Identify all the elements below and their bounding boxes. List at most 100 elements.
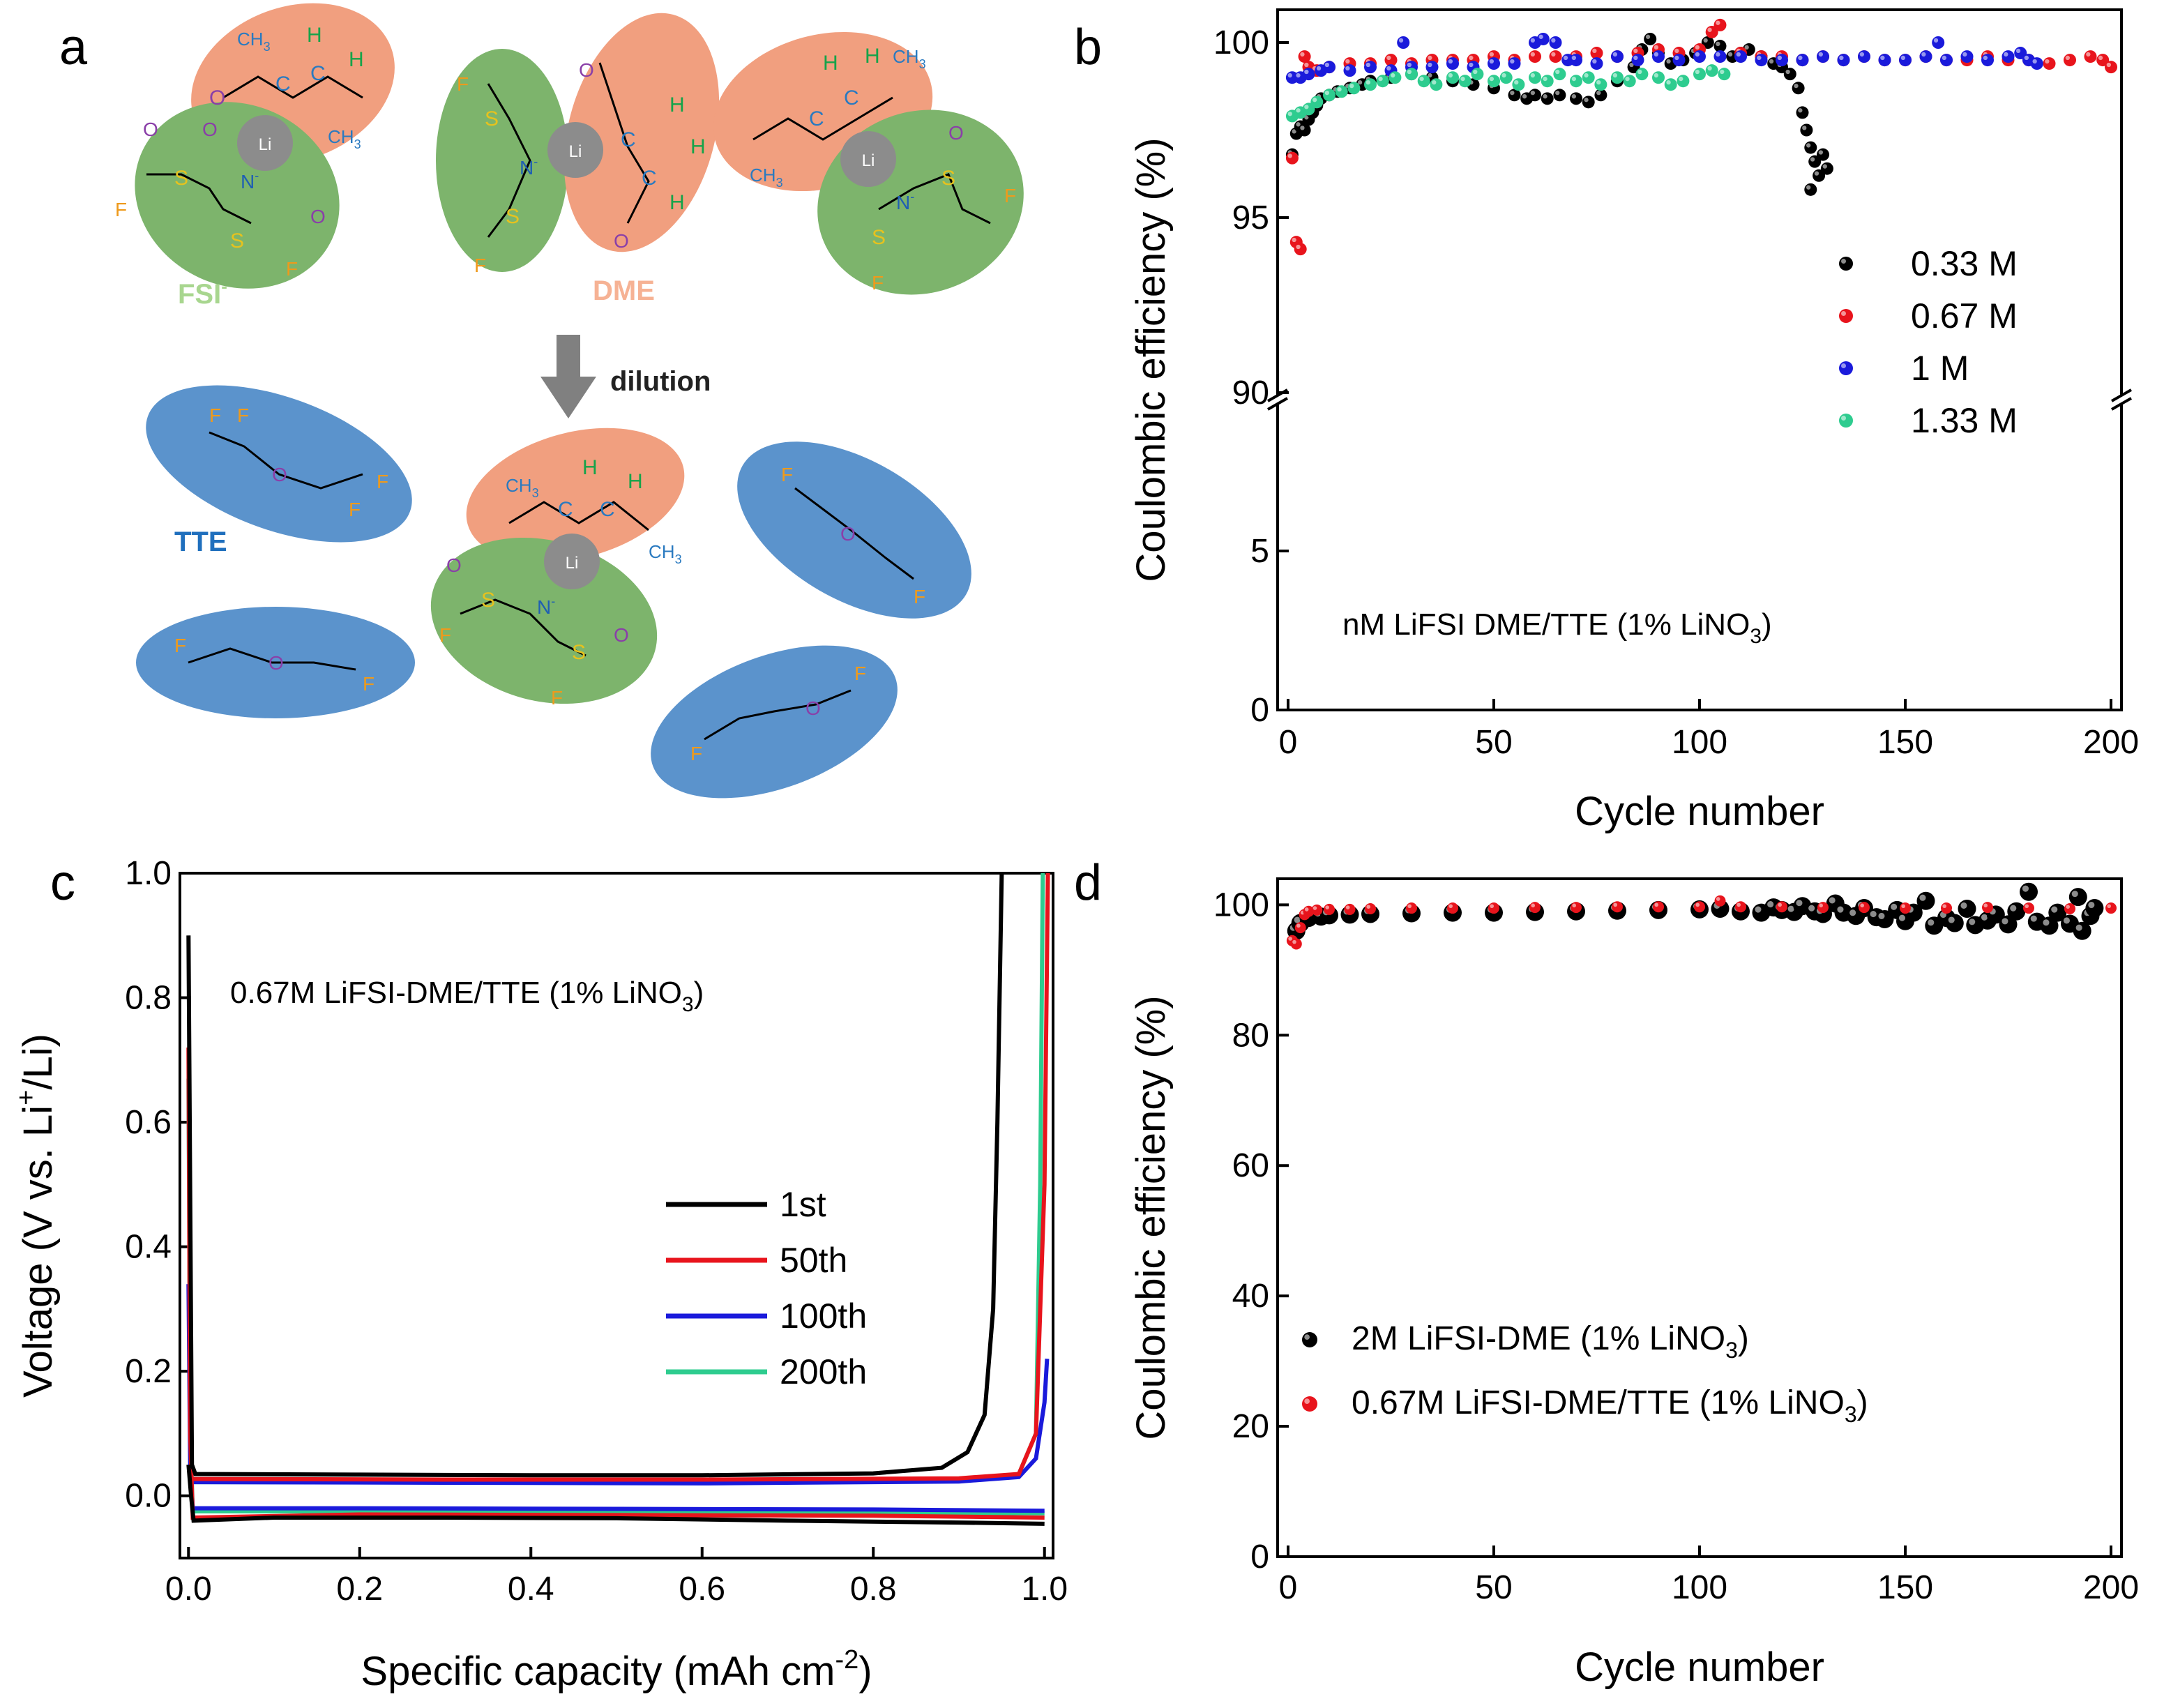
series-50th-plating xyxy=(186,1047,1045,1520)
data-point xyxy=(1488,902,1499,914)
legend-label: 200th xyxy=(780,1352,867,1391)
atom-f: F xyxy=(115,199,127,220)
series-1.33-M xyxy=(1285,64,1731,123)
data-points xyxy=(1286,882,2117,950)
series-1-M xyxy=(1285,32,2043,84)
data-point xyxy=(1570,54,1582,67)
data-point xyxy=(1488,75,1500,88)
atom-o: O xyxy=(840,523,856,545)
legend-marker xyxy=(1839,414,1853,428)
data-point xyxy=(1529,902,1541,914)
data-point xyxy=(1820,162,1833,175)
data-point xyxy=(1960,50,1974,63)
data-point xyxy=(1302,68,1315,81)
break-mark xyxy=(2111,388,2132,402)
data-point xyxy=(1406,902,1417,914)
atom-h: H xyxy=(865,45,880,68)
series-200th-stripping xyxy=(192,872,1045,1485)
series-100th-stripping xyxy=(192,1359,1050,1486)
data-point xyxy=(1290,938,1302,950)
atom-o: O xyxy=(310,206,326,227)
fsi-label: FSI- xyxy=(178,275,227,310)
plot-frame xyxy=(1276,8,2123,711)
data-point xyxy=(1529,89,1541,102)
legend-label: 1st xyxy=(780,1185,826,1224)
arrow-head xyxy=(540,377,596,418)
data-point xyxy=(1705,64,1718,77)
data-point xyxy=(1425,61,1439,74)
methyl-group: CH3 xyxy=(893,46,926,71)
legend: 0.33 M 0.67 M 1 M 1.33 M xyxy=(1839,244,2018,440)
chart-b: 0 50 100 150 200 90 95 100 0 5 Cycle number Coulo… xyxy=(1128,8,2139,834)
atom-c: C xyxy=(600,498,615,521)
data-point xyxy=(2040,916,2059,935)
y-tick-label: 100 xyxy=(1213,886,1269,923)
data-point xyxy=(1693,68,1706,81)
data-point xyxy=(1755,54,1768,67)
data-point xyxy=(1430,78,1443,91)
data-point xyxy=(1343,64,1356,77)
methyl-group: CH3 xyxy=(328,126,361,151)
legend-marker xyxy=(1839,257,1853,271)
methyl-group: CH3 xyxy=(649,541,682,566)
data-point xyxy=(1612,901,1623,913)
data-lines xyxy=(186,872,1050,1526)
y-tick-label: 90 xyxy=(1232,375,1269,411)
data-point xyxy=(1958,899,1976,918)
atom-f: F xyxy=(363,673,374,695)
data-point xyxy=(1294,243,1307,256)
y-tick-label: 0.2 xyxy=(125,1353,172,1390)
data-point xyxy=(1529,50,1541,63)
data-point xyxy=(2002,50,2015,63)
x-axis-title: Cycle number xyxy=(1575,1645,1824,1690)
atom-f: F xyxy=(854,663,866,684)
atom-o: O xyxy=(614,230,629,252)
data-point xyxy=(1335,85,1348,98)
atom-n: N- xyxy=(537,594,555,618)
series-1st-stripping xyxy=(186,872,1004,1478)
atom-c: C xyxy=(558,498,573,521)
y-axis-title: Coulombic efficiency (%) xyxy=(1128,995,1174,1439)
x-tick-label: 150 xyxy=(1877,724,1933,761)
atom-h: H xyxy=(628,470,643,493)
legend-marker xyxy=(1302,1332,1317,1347)
series-50th-stripping xyxy=(192,872,1050,1482)
data-point xyxy=(2064,902,2075,914)
atom-f: F xyxy=(872,272,884,294)
data-point xyxy=(1817,50,1829,63)
data-point xyxy=(1302,103,1315,116)
data-point xyxy=(1644,32,1657,45)
data-point xyxy=(1446,57,1459,70)
atom-f: F xyxy=(209,405,221,426)
data-point xyxy=(1714,895,1726,907)
data-point xyxy=(1713,18,1727,31)
data-point xyxy=(1508,89,1521,102)
data-point xyxy=(1384,54,1398,67)
fsi-ellipse xyxy=(436,49,568,272)
x-tick-label: 200 xyxy=(2083,1569,2139,1606)
atom-c: C xyxy=(275,73,291,96)
x-tick-label: 50 xyxy=(1475,1569,1512,1606)
dilution-arrow: dilution xyxy=(540,335,711,418)
atom-o: O xyxy=(805,697,821,719)
data-point xyxy=(1693,50,1706,63)
atom-c: C xyxy=(310,62,326,85)
panel-label-b: b xyxy=(1074,20,1102,75)
data-point xyxy=(1389,71,1402,84)
data-point xyxy=(1499,71,1513,84)
data-point xyxy=(1447,902,1458,914)
data-point xyxy=(1999,915,2018,934)
data-point xyxy=(1804,183,1817,196)
data-point xyxy=(1594,89,1607,102)
arrow-shaft xyxy=(557,335,580,377)
atom-s: S xyxy=(572,641,586,664)
x-axis-title: Cycle number xyxy=(1575,789,1824,834)
data-point xyxy=(1365,902,1376,914)
atom-f: F xyxy=(349,499,361,520)
atom-n: N- xyxy=(520,155,538,179)
data-point xyxy=(2084,50,2097,63)
data-point xyxy=(1347,82,1361,95)
data-point xyxy=(1541,92,1554,105)
data-point xyxy=(1294,922,1306,934)
